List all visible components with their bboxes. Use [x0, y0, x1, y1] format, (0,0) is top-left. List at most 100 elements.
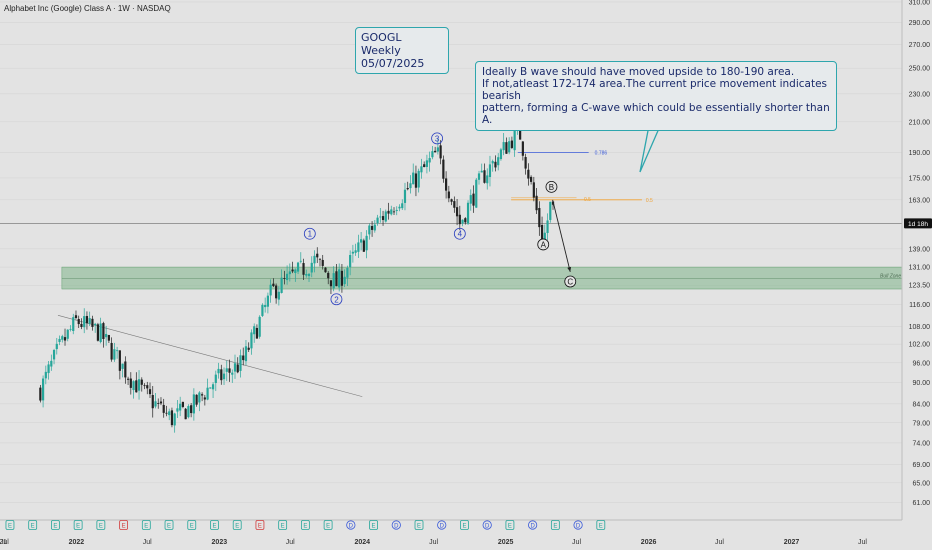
candle-body[interactable] [321, 259, 324, 266]
candle-body[interactable] [192, 394, 195, 414]
candle-body[interactable] [121, 363, 124, 369]
candle-body[interactable] [181, 401, 185, 407]
candle-body[interactable] [439, 145, 442, 159]
candle-body[interactable] [58, 338, 61, 342]
candle-body[interactable] [99, 323, 102, 343]
candle-body[interactable] [513, 127, 516, 151]
candle-body[interactable] [132, 381, 135, 391]
candle-body[interactable] [346, 267, 349, 278]
candle-body[interactable] [154, 401, 157, 407]
candle-body[interactable] [255, 327, 259, 339]
candle-body[interactable] [458, 214, 461, 225]
candle-body[interactable] [110, 342, 113, 360]
earnings-marker[interactable] [5, 520, 15, 530]
candle-body[interactable] [165, 412, 168, 414]
candle-body[interactable] [445, 178, 448, 191]
candle-body[interactable] [349, 254, 352, 268]
candle-body[interactable] [461, 219, 464, 224]
candle-body[interactable] [44, 371, 47, 379]
candle-body[interactable] [288, 271, 291, 275]
candle-body[interactable] [529, 176, 533, 182]
candle-body[interactable] [425, 160, 429, 167]
earnings-marker[interactable] [51, 520, 60, 530]
candle-body[interactable] [269, 284, 272, 296]
candle-body[interactable] [318, 258, 322, 260]
candle-body[interactable] [313, 255, 316, 264]
candle-body[interactable] [406, 188, 409, 190]
candle-body[interactable] [475, 179, 478, 208]
candle-body[interactable] [403, 189, 407, 203]
candle-body[interactable] [280, 277, 283, 293]
candle-body[interactable] [272, 283, 275, 287]
candle-body[interactable] [508, 141, 511, 153]
candle-body[interactable] [137, 379, 141, 391]
candle-body[interactable] [107, 335, 110, 341]
candle-body[interactable] [310, 262, 313, 273]
candle-body[interactable] [305, 274, 308, 276]
candle-body[interactable] [168, 411, 171, 416]
candle-body[interactable] [384, 211, 387, 222]
candle-body[interactable] [140, 379, 143, 385]
candle-body[interactable] [340, 270, 344, 286]
candle-body[interactable] [148, 389, 152, 395]
candle-body[interactable] [236, 364, 239, 373]
candle-body[interactable] [307, 273, 311, 277]
candle-body[interactable] [151, 394, 154, 409]
candle-body[interactable] [395, 209, 398, 211]
candle-body[interactable] [242, 355, 245, 361]
candle-body[interactable] [143, 385, 146, 387]
candle-body[interactable] [146, 385, 149, 389]
candle-body[interactable] [379, 216, 382, 218]
earnings-marker[interactable] [119, 520, 128, 530]
candle-body[interactable] [283, 278, 286, 279]
candle-body[interactable] [409, 183, 412, 189]
candle-body[interactable] [217, 368, 220, 374]
candle-body[interactable] [335, 271, 338, 287]
candle-body[interactable] [480, 170, 483, 173]
candle-body[interactable] [88, 318, 91, 324]
candle-body[interactable] [294, 269, 297, 274]
candle-body[interactable] [327, 272, 330, 279]
earnings-marker[interactable] [255, 520, 265, 530]
earnings-marker[interactable] [278, 520, 288, 530]
candle-body[interactable] [442, 159, 445, 179]
candle-body[interactable] [190, 405, 193, 414]
candle-body[interactable] [428, 158, 431, 163]
candle-body[interactable] [543, 232, 546, 242]
candle-body[interactable] [535, 195, 538, 211]
candle-body[interactable] [423, 164, 426, 168]
candle-body[interactable] [390, 209, 393, 215]
candle-body[interactable] [200, 394, 204, 396]
candle-body[interactable] [472, 193, 475, 206]
earnings-marker[interactable] [141, 520, 151, 530]
candle-body[interactable] [253, 326, 256, 335]
dividend-marker[interactable] [346, 520, 356, 530]
candle-body[interactable] [291, 269, 294, 272]
candle-body[interactable] [184, 408, 187, 420]
candle-body[interactable] [434, 150, 437, 153]
candle-body[interactable] [296, 262, 300, 272]
candle-body[interactable] [83, 316, 86, 328]
candle-body[interactable] [505, 142, 508, 154]
candle-body[interactable] [431, 151, 434, 158]
candle-body[interactable] [126, 378, 130, 380]
earnings-marker[interactable] [460, 520, 469, 530]
candle-body[interactable] [502, 142, 505, 151]
candle-body[interactable] [275, 285, 278, 299]
candle-body[interactable] [368, 225, 371, 235]
earnings-marker[interactable] [596, 520, 606, 530]
candle-body[interactable] [302, 263, 305, 275]
candle-body[interactable] [52, 349, 56, 360]
candle-body[interactable] [488, 164, 492, 177]
candle-body[interactable] [173, 413, 176, 426]
candle-body[interactable] [55, 343, 58, 350]
candle-body[interactable] [469, 195, 472, 204]
candle-body[interactable] [85, 316, 89, 324]
candle-body[interactable] [398, 206, 401, 209]
candle-body[interactable] [96, 324, 100, 341]
candle-body[interactable] [486, 175, 489, 184]
candle-body[interactable] [118, 350, 121, 371]
candle-body[interactable] [198, 392, 201, 403]
candle-body[interactable] [387, 210, 390, 214]
